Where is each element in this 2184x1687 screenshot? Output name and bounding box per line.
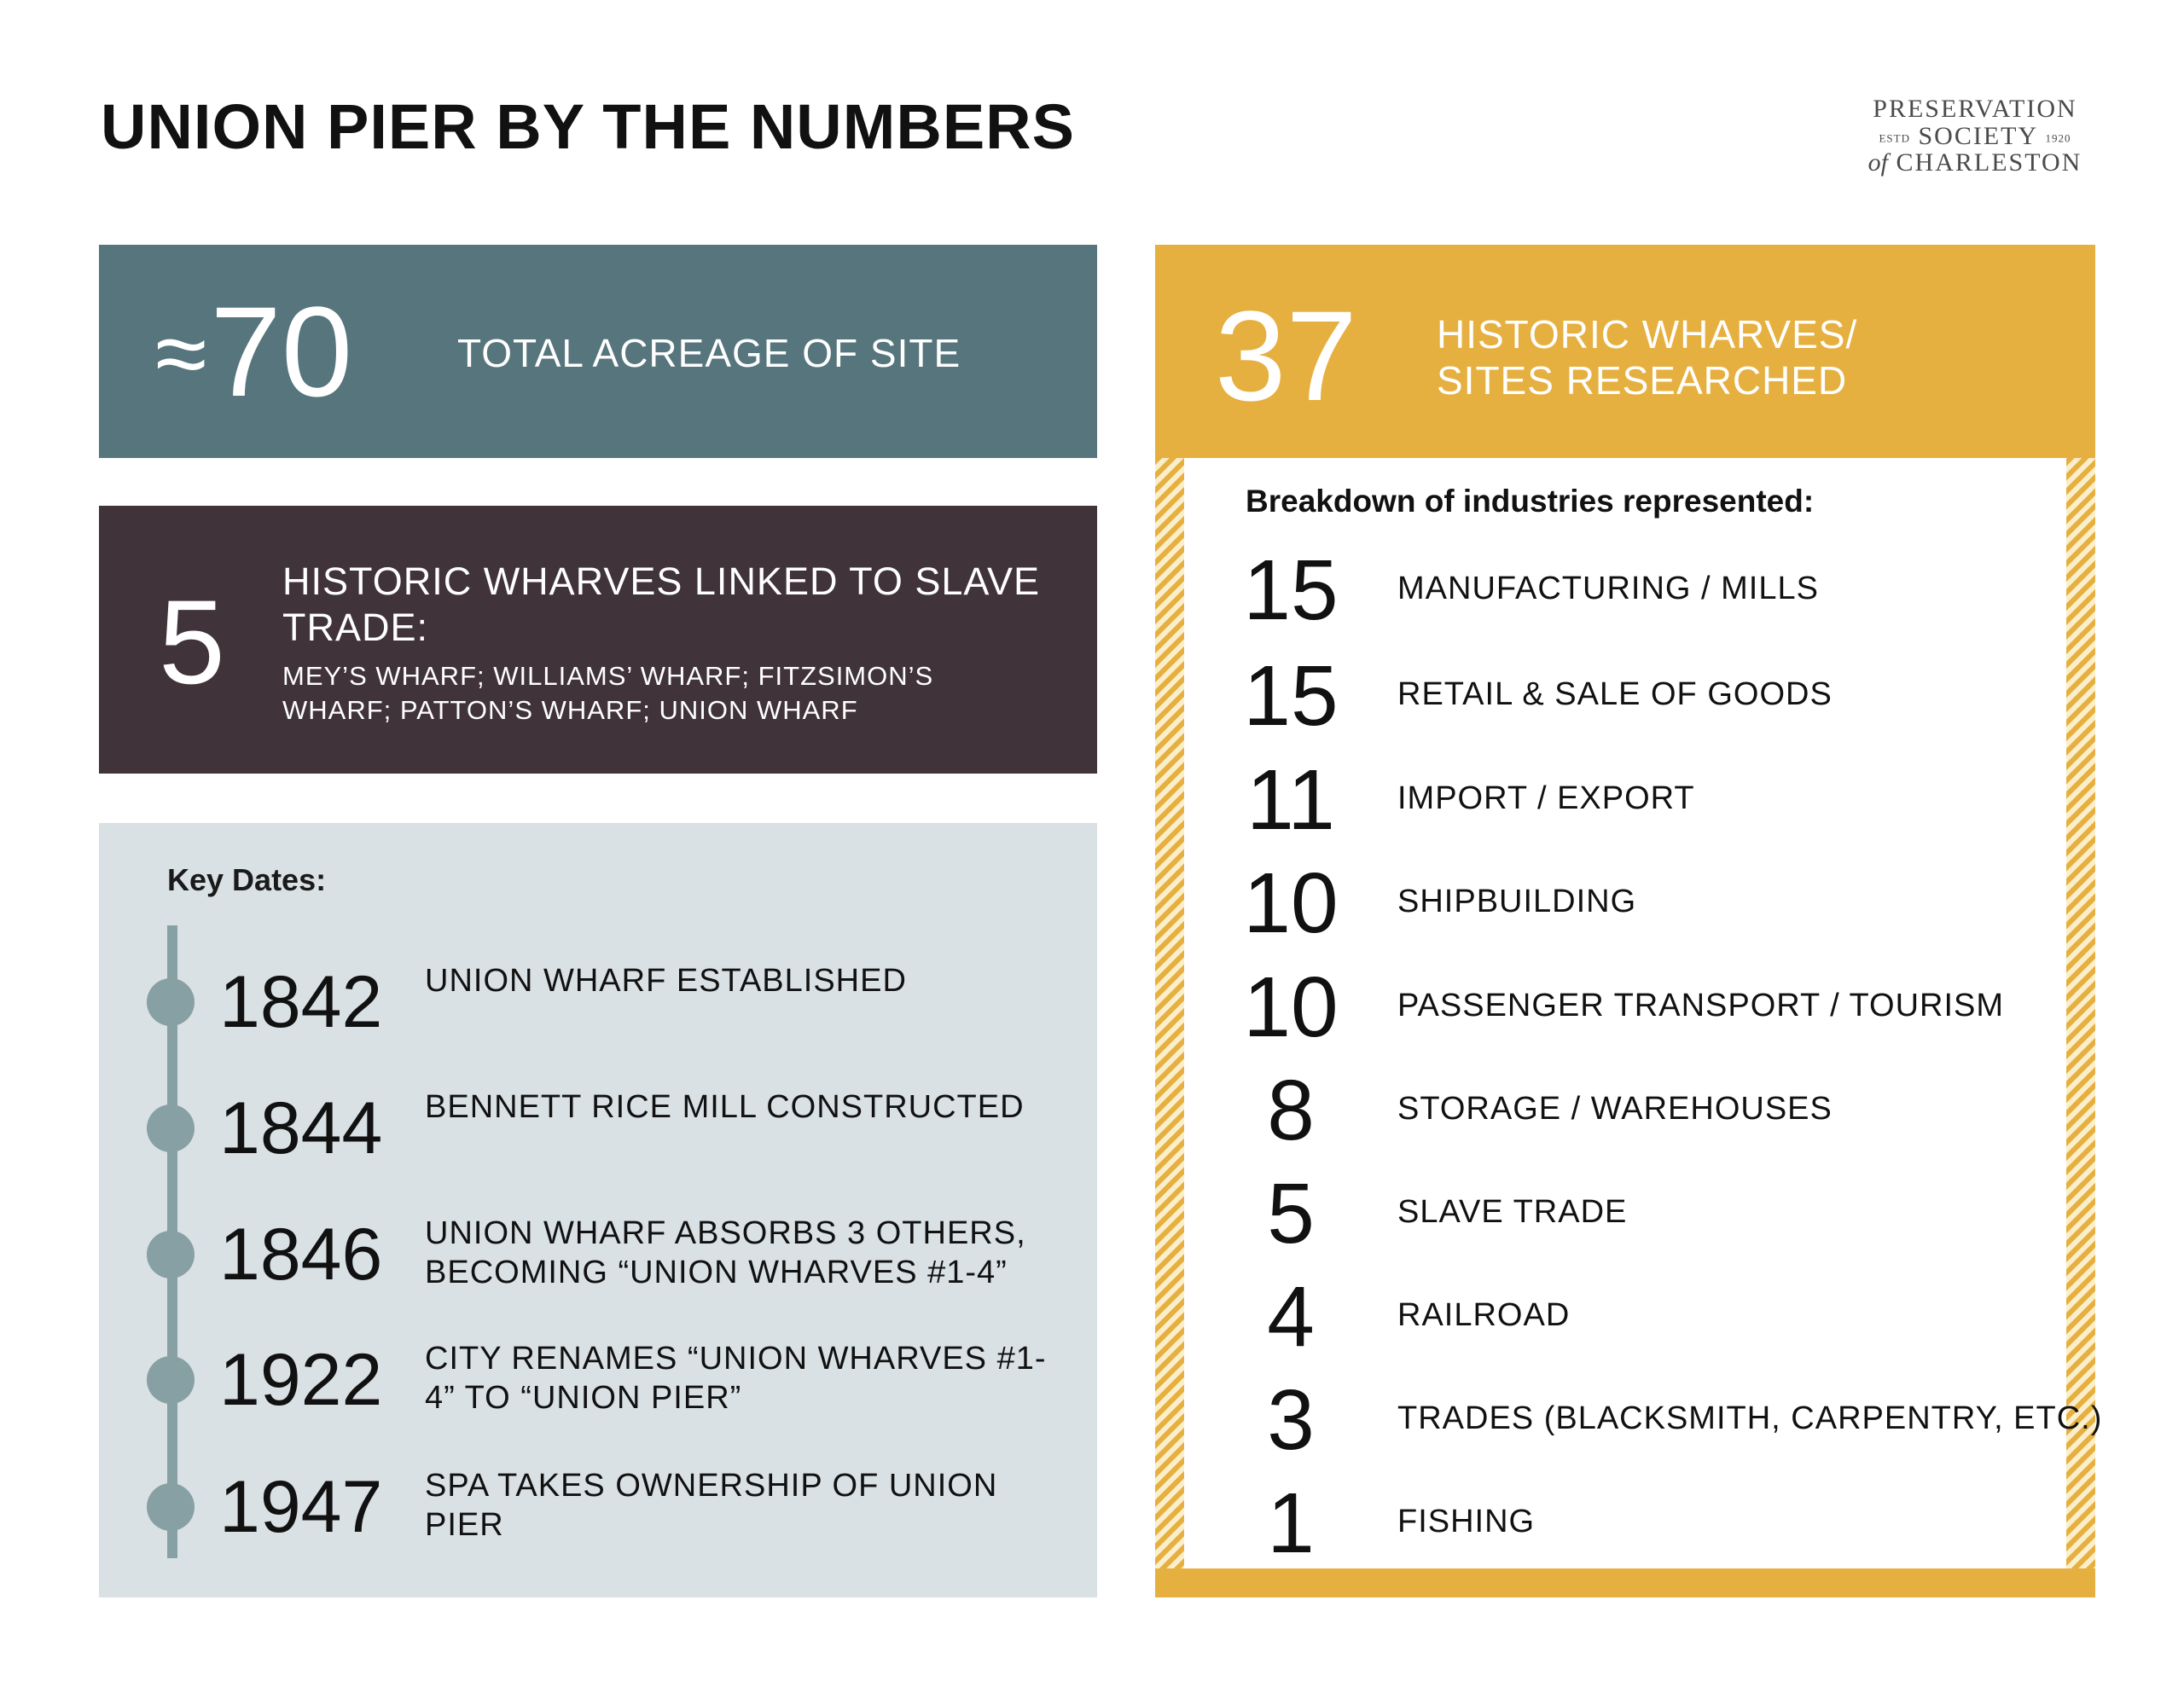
industry-count: 1 [1267, 1475, 1315, 1571]
industry-label: RETAIL & SALE OF GOODS [1397, 676, 1833, 712]
timeline-dot [147, 1104, 195, 1152]
timeline-description: BENNETT RICE MILL CONSTRUCTED [425, 1089, 1025, 1125]
industries-breakdown-card: Breakdown of industries represented: 15 … [1155, 458, 2101, 1597]
logo-line-1: PRESERVATION [1873, 95, 2077, 123]
industry-count: 15 [1243, 648, 1339, 744]
industry-row: 4 RAILROAD [1218, 1270, 2097, 1364]
logo-society: SOCIETY [1918, 121, 2038, 150]
industry-row: 15 RETAIL & SALE OF GOODS [1218, 649, 2097, 743]
industry-count: 10 [1243, 855, 1339, 951]
timeline-description: UNION WHARF ESTABLISHED [425, 963, 907, 999]
industry-row: 8 STORAGE / WAREHOUSES [1218, 1064, 2097, 1157]
timeline-year: 1922 [219, 1339, 383, 1421]
logo-estd: ESTD [1879, 130, 1910, 144]
industry-row: 10 PASSENGER TRANSPORT / TOURISM [1218, 960, 2097, 1054]
approx-symbol: ≈ [155, 301, 207, 406]
industry-label: STORAGE / WAREHOUSES [1397, 1091, 1833, 1127]
industries-panel: Breakdown of industries represented: 15 … [1184, 458, 2101, 1570]
acreage-card: ≈70 TOTAL ACREAGE OF SITE [99, 245, 1097, 458]
logo-line-2: ESTD SOCIETY 1920 [1860, 121, 2090, 150]
industry-label: SHIPBUILDING [1397, 884, 1637, 919]
timeline-year: 1842 [219, 961, 383, 1043]
sites-count: 37 [1215, 284, 1357, 427]
acreage-value: ≈70 [155, 287, 352, 415]
industry-count: 4 [1267, 1269, 1315, 1365]
logo-year: 1920 [2045, 130, 2071, 144]
industry-label: SLAVE TRADE [1397, 1194, 1628, 1230]
industry-count: 10 [1243, 959, 1339, 1055]
timeline-item: 1844 BENNETT RICE MILL CONSTRUCTED [147, 1086, 1085, 1188]
industry-label: FISHING [1397, 1504, 1536, 1539]
timeline-year: 1947 [219, 1466, 383, 1548]
industry-count: 11 [1246, 752, 1335, 848]
timeline-dot [147, 1356, 195, 1404]
industry-label: PASSENGER TRANSPORT / TOURISM [1397, 988, 2005, 1023]
industry-label: TRADES (BLACKSMITH, CARPENTRY, ETC.) [1397, 1400, 2103, 1436]
timeline-year: 1844 [219, 1087, 383, 1169]
logo-charleston: CHARLESTON [1896, 148, 2082, 177]
industry-row: 1 FISHING [1218, 1476, 2097, 1570]
slave-wharves-heading: HISTORIC WHARVES LINKED TO SLAVE TRADE: [282, 559, 1041, 649]
industry-row: 15 MANUFACTURING / MILLS [1218, 543, 2097, 637]
timeline-dot [147, 978, 195, 1026]
breakdown-heading: Breakdown of industries represented: [1246, 484, 1815, 519]
industry-count: 5 [1267, 1166, 1315, 1261]
slave-wharves-list: MEY’S WHARF; WILLIAMS’ WHARF; FITZSIMON’… [282, 661, 934, 725]
timeline-description: UNION WHARF ABSORBS 3 OTHERS, BECOMING “… [425, 1215, 1026, 1290]
timeline-item: 1947 SPA TAKES OWNERSHIP OF UNION PIER [147, 1464, 1085, 1567]
sites-researched-header: 37 HISTORIC WHARVES/ SITES RESEARCHED [1155, 245, 2095, 458]
industry-count: 3 [1267, 1372, 1315, 1468]
logo-line-3: of CHARLESTON [1860, 149, 2090, 177]
timeline-item: 1922 CITY RENAMES “UNION WHARVES #1-4” T… [147, 1337, 1085, 1440]
key-dates-card: Key Dates: 1842 UNION WHARF ESTABLISHED … [99, 823, 1097, 1597]
logo-of: of [1867, 148, 1889, 177]
timeline-description: SPA TAKES OWNERSHIP OF UNION PIER [425, 1468, 998, 1543]
preservation-society-logo: PRESERVATION ESTD SOCIETY 1920 of CHARLE… [1860, 96, 2090, 177]
timeline-dot [147, 1231, 195, 1278]
card-bottom-bar [1155, 1568, 2095, 1597]
slave-wharves-count: 5 [159, 575, 225, 709]
industry-row: 5 SLAVE TRADE [1218, 1167, 2097, 1261]
acreage-number: 70 [210, 280, 353, 423]
page-title: UNION PIER BY THE NUMBERS [101, 91, 1075, 162]
key-dates-heading: Key Dates: [167, 862, 327, 897]
industry-label: RAILROAD [1397, 1297, 1571, 1333]
industry-label: MANUFACTURING / MILLS [1397, 571, 1819, 606]
timeline-item: 1846 UNION WHARF ABSORBS 3 OTHERS, BECOM… [147, 1212, 1085, 1314]
timeline-description: CITY RENAMES “UNION WHARVES #1-4” TO “UN… [425, 1341, 1047, 1416]
industry-count: 8 [1267, 1063, 1315, 1158]
industry-row: 10 SHIPBUILDING [1218, 856, 2097, 950]
sites-label: HISTORIC WHARVES/ SITES RESEARCHED [1437, 312, 1858, 403]
timeline-dot [147, 1483, 195, 1531]
industry-row: 11 IMPORT / EXPORT [1218, 753, 2097, 847]
industry-label: IMPORT / EXPORT [1397, 780, 1695, 816]
industry-row: 3 TRADES (BLACKSMITH, CARPENTRY, ETC.) [1218, 1372, 2101, 1468]
industry-count: 15 [1243, 542, 1339, 638]
timeline-year: 1846 [219, 1214, 383, 1296]
timeline-item: 1842 UNION WHARF ESTABLISHED [147, 959, 1085, 1062]
slave-trade-wharves-card: 5 HISTORIC WHARVES LINKED TO SLAVE TRADE… [99, 506, 1097, 774]
acreage-label: TOTAL ACREAGE OF SITE [457, 331, 961, 375]
